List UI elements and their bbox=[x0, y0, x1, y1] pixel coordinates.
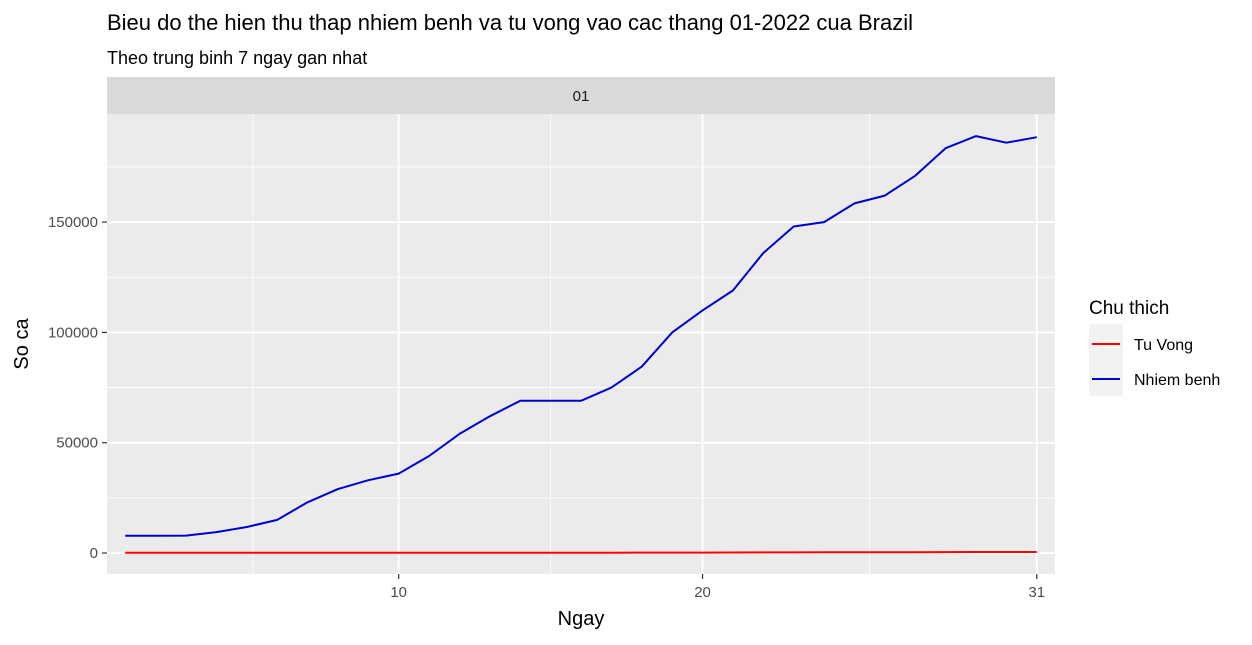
plot-panel bbox=[107, 114, 1055, 574]
y-tick-label: 0 bbox=[90, 545, 98, 562]
y-axis-ticks: 0 50000 100000 150000 bbox=[48, 214, 107, 562]
legend-items: Tu Vong Nhiem benh bbox=[1089, 324, 1220, 396]
series-line-tu-vong bbox=[125, 551, 1037, 554]
y-axis-label: So ca bbox=[11, 318, 33, 370]
x-axis-label: Ngay bbox=[558, 608, 605, 630]
legend-label: Tu Vong bbox=[1134, 337, 1193, 354]
x-tick-label: 10 bbox=[390, 584, 407, 601]
legend-title: Chu thich bbox=[1089, 298, 1169, 319]
y-tick-label: 50000 bbox=[56, 435, 98, 452]
x-axis-ticks: 10 20 31 bbox=[390, 574, 1045, 601]
facet-strip-label: 01 bbox=[573, 88, 590, 105]
y-tick-label: 150000 bbox=[48, 214, 98, 231]
x-tick-label: 20 bbox=[694, 584, 711, 601]
legend: Chu thich Tu Vong Nhiem benh bbox=[1089, 298, 1220, 396]
chart-subtitle: Theo trung binh 7 ngay gan nhat bbox=[107, 48, 367, 68]
legend-label: Nhiem benh bbox=[1134, 372, 1220, 389]
series-lines bbox=[125, 135, 1037, 554]
legend-key-background bbox=[1089, 324, 1123, 396]
series-line-nhiem-benh bbox=[125, 135, 1037, 537]
chart-title: Bieu do the hien thu thap nhiem benh va … bbox=[107, 10, 913, 35]
facet-strip bbox=[107, 77, 1055, 114]
x-tick-label: 31 bbox=[1028, 584, 1045, 601]
y-tick-label: 100000 bbox=[48, 324, 98, 341]
